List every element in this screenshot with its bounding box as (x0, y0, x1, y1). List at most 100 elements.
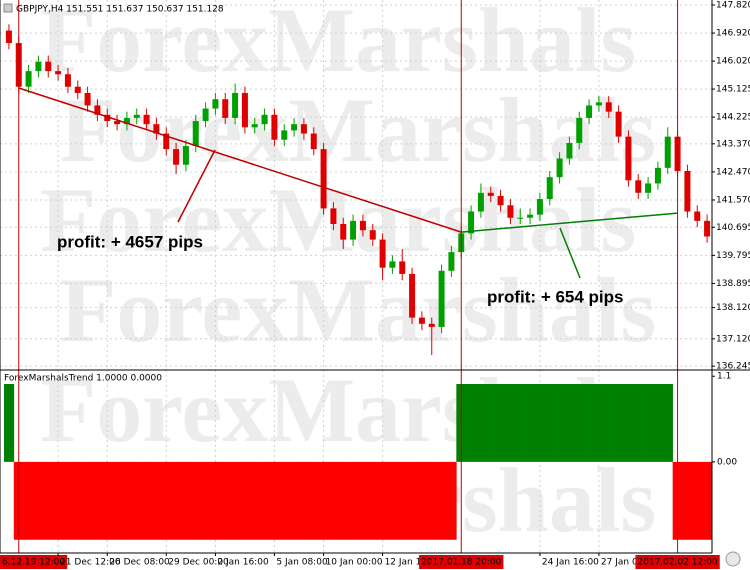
candle-body (74, 86, 81, 93)
candle-body (664, 136, 671, 168)
x-tick-label: 24 Jan 16:00 (542, 558, 599, 568)
indicator-bar (308, 461, 319, 540)
indicator-bar (210, 461, 221, 540)
indicator-layer (4, 384, 713, 540)
candle-body (143, 114, 150, 125)
y-tick-label: 136.245 (716, 362, 750, 372)
candle-body (222, 99, 229, 118)
x-tick-bg (635, 555, 720, 569)
indicator-bar (181, 461, 192, 540)
indicator-bar (259, 461, 270, 540)
indicator-bar (436, 461, 447, 540)
symbol-icon (3, 3, 13, 13)
x-tick-highlight: 2017.02.02 12:00 (635, 555, 720, 569)
candle-body (704, 220, 711, 237)
candle-body (507, 205, 514, 218)
indicator-bar (23, 461, 34, 540)
candle-body (389, 261, 396, 268)
indicator-bar (702, 461, 713, 540)
indicator-bar (525, 384, 536, 462)
candle-body (487, 192, 494, 196)
y-tick-label: 144.225 (716, 113, 750, 123)
indicator-bar (348, 461, 359, 540)
annotation-pointer (177, 149, 216, 223)
y-tick-label: 146.920 (716, 29, 750, 39)
indicator-bar (122, 461, 133, 540)
indicator-bar (476, 384, 487, 462)
indicator-bar (279, 461, 290, 540)
indicator-bar (564, 384, 575, 462)
candle-body (605, 102, 612, 112)
candle-body (448, 252, 455, 271)
annotation: profit: + 654 pips (487, 287, 624, 306)
indicator-bar (407, 461, 418, 540)
candle-body (291, 124, 298, 131)
candle-body (438, 270, 445, 327)
indicator-bar (426, 461, 437, 540)
candle-body (635, 180, 642, 193)
indicator-bar (72, 461, 83, 540)
candle-body (320, 149, 327, 209)
candle-body (251, 124, 258, 128)
candle-body (84, 92, 91, 106)
indicator-bar (692, 461, 703, 540)
candle-body (595, 102, 602, 106)
indicator-bar (151, 461, 162, 540)
candle-body (192, 121, 199, 147)
indicator-bar (171, 461, 182, 540)
indicator-bar (200, 461, 211, 540)
grid-layer (0, 0, 712, 553)
indicator-bar (594, 384, 605, 462)
y-tick-label: 147.820 (716, 0, 750, 10)
candle-body (232, 92, 239, 118)
x-tick-bg (419, 555, 504, 569)
indicator-bar (535, 384, 546, 462)
indicator-bar (82, 461, 93, 540)
candle-body (133, 114, 140, 118)
indicator-bar (515, 384, 526, 462)
indicator-bar (603, 384, 614, 462)
indicator-bar (328, 461, 339, 540)
indicator-bar (161, 461, 172, 540)
indicator-title: ForexMarshalsTrend 1.0000 0.0000 (4, 374, 162, 384)
overlay-layer: profit: + 4657 pips profit: + 654 pips (18, 0, 679, 553)
indicator-bar (623, 384, 634, 462)
candle-body (281, 130, 288, 140)
y-tick-label: 137.120 (716, 334, 750, 344)
indicator-bar (141, 461, 152, 540)
indicator-bar (505, 384, 516, 462)
candle-body (64, 74, 71, 87)
y-tick-label: 146.020 (716, 57, 750, 67)
indicator-bar (338, 461, 349, 540)
candle-body (418, 317, 425, 324)
trend-line (18, 87, 462, 233)
candle-body (25, 71, 32, 87)
candle-body (35, 61, 42, 72)
candle-body (45, 61, 52, 72)
candle-body (300, 124, 307, 134)
candle-body (5, 30, 12, 44)
candle-layer (5, 24, 711, 356)
y-tick-label: 139.795 (716, 251, 750, 261)
candle-body (173, 149, 180, 165)
indicator-bar (43, 461, 54, 540)
corner-icon (725, 551, 741, 567)
indicator-bar (318, 461, 329, 540)
indicator-bar (397, 461, 408, 540)
indicator-bar (495, 384, 506, 462)
y-tick-label: 1.1 (717, 372, 731, 382)
indicator-bar (53, 461, 64, 540)
candle-body (261, 114, 268, 125)
indicator-bar (249, 461, 260, 540)
indicator-bar (417, 461, 428, 540)
indicator-bar (92, 461, 103, 540)
indicator-bar (643, 384, 654, 462)
watermark: ForexMarshals (40, 169, 636, 271)
x-tick-highlight: 6.12.19 12:00 (0, 555, 68, 569)
candle-body (55, 71, 62, 75)
candle-body (684, 170, 691, 212)
chart-title: GBPJPY,H4 151.551 151.637 150.637 151.12… (16, 5, 224, 15)
candle-body (517, 217, 524, 219)
